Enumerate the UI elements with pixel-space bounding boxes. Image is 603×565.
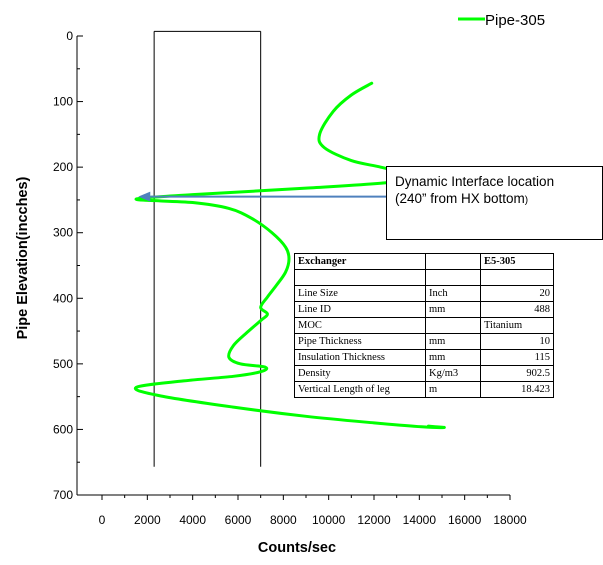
x-axis-label: Counts/sec	[258, 540, 336, 556]
y-axis-label: Pipe Elevation(incches)	[15, 176, 31, 339]
annotation-line2-paren: )	[524, 195, 529, 206]
spec-table-cell	[294, 269, 426, 286]
spec-table-cell: 115	[480, 349, 554, 366]
annotation-arrow	[138, 191, 386, 202]
y-tick-label: 400	[53, 291, 73, 305]
spec-table-cell: Insulation Thickness	[294, 349, 426, 366]
spec-table-cell: MOC	[294, 317, 426, 334]
spec-table-cell: E5-305	[480, 253, 554, 270]
spec-table-cell	[425, 269, 481, 286]
x-tick-label: 2000	[134, 513, 161, 527]
spec-table-cell: mm	[425, 301, 481, 318]
x-tick-label: 10000	[312, 513, 346, 527]
x-tick-label: 4000	[179, 513, 206, 527]
spec-table-row	[294, 269, 554, 286]
x-tick-label: 16000	[448, 513, 482, 527]
spec-table-cell: Kg/m3	[425, 365, 481, 382]
x-tick-label: 0	[99, 513, 106, 527]
reference-lines	[153, 30, 262, 467]
annotation-line2: (240” from HX bottom)	[395, 190, 594, 209]
spec-table-cell: Pipe Thickness	[294, 333, 426, 350]
y-ticks: 0 100 200 300 400 500 600 700	[53, 29, 83, 502]
spec-table-body: Exchanger E5-305 Line Size Inch 20 Line ID mm 4…	[294, 253, 554, 398]
y-tick-label: 700	[53, 488, 73, 502]
x-tick-label: 12000	[357, 513, 391, 527]
spec-table-cell: 902.5	[480, 365, 554, 382]
y-tick-label: 300	[53, 226, 73, 240]
spec-table-cell: Exchanger	[294, 253, 426, 270]
x-tick-label: 8000	[270, 513, 297, 527]
spec-table-cell: 18.423	[480, 381, 554, 398]
spec-table-cell: Line ID	[294, 301, 426, 318]
spec-table-cell: Inch	[425, 285, 481, 302]
annotation-line1: Dynamic Interface location	[395, 174, 555, 189]
spec-table-cell	[425, 317, 481, 334]
spec-table-cell: 20	[480, 285, 554, 302]
annotation-box: Dynamic Interface location (240” from HX…	[386, 166, 603, 240]
spec-table-cell	[480, 269, 554, 286]
y-tick-label: 0	[66, 29, 73, 43]
x-tick-label: 18000	[493, 513, 527, 527]
arrow-head	[138, 191, 151, 202]
x-tick-label: 6000	[225, 513, 252, 527]
x-tick-label: 14000	[403, 513, 437, 527]
spec-table-cell: Density	[294, 365, 426, 382]
y-tick-label: 600	[53, 422, 73, 436]
spec-table-cell: Line Size	[294, 285, 426, 302]
x-ticks: 0 2000 4000 6000 8000 10000 12000 14000 16000 180…	[99, 495, 527, 527]
spec-table-cell: Vertical Length of leg	[294, 381, 426, 398]
y-tick-label: 500	[53, 357, 73, 371]
spec-table-row: Line Size Inch 20	[294, 285, 554, 302]
spec-table: Exchanger E5-305 Line Size Inch 20 Line ID mm 4…	[294, 253, 554, 398]
y-tick-label: 100	[53, 95, 73, 109]
spec-table-row: Insulation Thickness mm 115	[294, 349, 554, 366]
legend-label: Pipe-305	[485, 12, 545, 29]
annotation-line2-text: (240” from HX bottom	[395, 191, 525, 206]
spec-table-row: MOC Titanium	[294, 317, 554, 334]
spec-table-cell	[425, 253, 481, 270]
spec-table-cell: mm	[425, 349, 481, 366]
spec-table-cell: Titanium	[480, 317, 554, 334]
y-tick-label: 200	[53, 160, 73, 174]
spec-table-row: Line ID mm 488	[294, 301, 554, 318]
spec-table-cell: m	[425, 381, 481, 398]
spec-table-row: Vertical Length of leg m 18.423	[294, 381, 554, 398]
spec-table-cell: 10	[480, 333, 554, 350]
spec-table-cell: 488	[480, 301, 554, 318]
spec-table-cell: mm	[425, 333, 481, 350]
spec-table-header-row: Exchanger E5-305	[294, 253, 554, 270]
spec-table-row: Pipe Thickness mm 10	[294, 333, 554, 350]
spec-table-row: Density Kg/m3 902.5	[294, 365, 554, 382]
